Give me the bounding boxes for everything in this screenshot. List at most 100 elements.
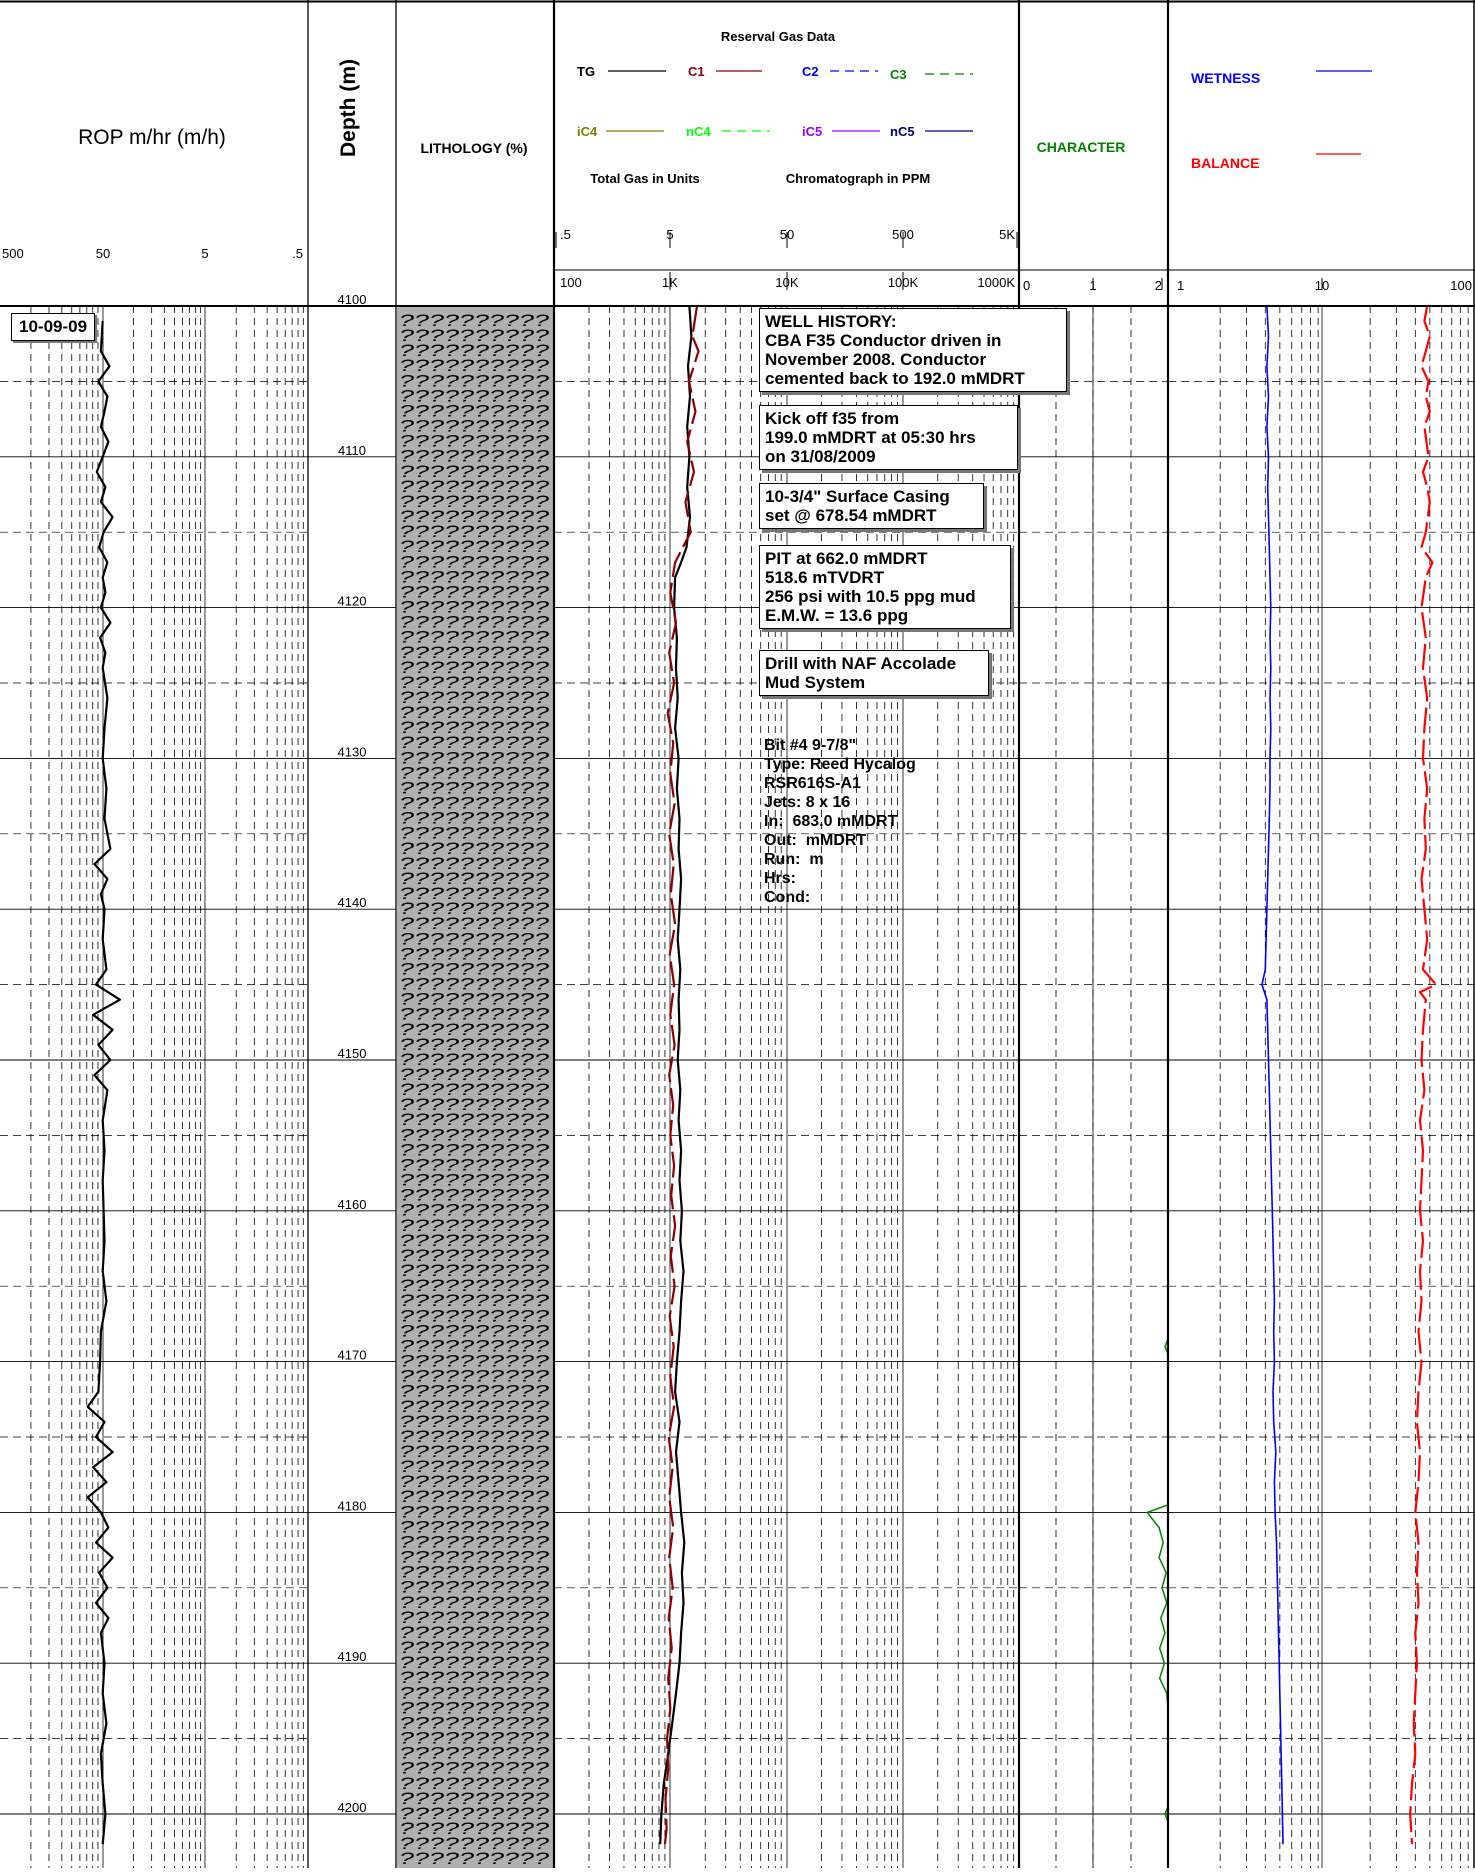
lithology-fill <box>397 306 554 1868</box>
lithology-symbol-row: ?????????? <box>399 507 550 526</box>
lithology-symbol-row: ?????????? <box>399 809 550 828</box>
character-scale-label: 0 <box>1023 278 1030 293</box>
note-pit: PIT at 662.0 mMDRT 518.6 mTVDRT 256 psi … <box>759 545 1011 629</box>
lithology-symbol-row: ?????????? <box>399 1578 550 1597</box>
depth-label-4160: 4160 <box>338 1197 367 1212</box>
tg-scale-label: 50 <box>780 227 794 242</box>
series-rop-m-hr-m-h- <box>86 321 122 1845</box>
depth-title: Depth (m) <box>337 59 360 157</box>
lithology-symbol-row: ?????????? <box>399 854 550 873</box>
depth-label-4180: 4180 <box>338 1498 367 1513</box>
legend-label-ic4: iC4 <box>577 124 598 139</box>
grid-layer: 4100 4110 4120 4130 4140 4150 4160 4170 4180 4190… <box>0 292 1475 1868</box>
lithology-symbol-row: ?????????? <box>399 1397 550 1416</box>
legend-label-nc4: nC4 <box>686 124 711 139</box>
lithology-symbol-row: ?????????? <box>399 1517 550 1536</box>
lithology-symbol-row: ?????????? <box>399 401 550 420</box>
depth-label-4200: 4200 <box>338 1800 367 1815</box>
lithology-symbol-row: ?????????? <box>399 326 550 345</box>
lithology-symbol-row: ?????????? <box>399 1246 550 1265</box>
tg-scale-label: 5K <box>999 227 1015 242</box>
lithology-symbol-row: ?????????? <box>399 492 550 511</box>
lithology-symbol-row: ?????????? <box>399 1065 550 1084</box>
lithology-symbol-row: ?????????? <box>399 884 550 903</box>
lithology-symbol-row: ?????????? <box>399 1442 550 1461</box>
rop-scale-label: 5 <box>201 246 208 261</box>
lithology-symbol-row: ?????????? <box>399 1427 550 1446</box>
lithology-symbol-row: ?????????? <box>399 567 550 586</box>
rop-scale-label: 50 <box>96 246 110 261</box>
lithology-symbol-row: ?????????? <box>399 371 550 390</box>
lithology-symbol-row: ?????????? <box>399 1532 550 1551</box>
lithology-symbol-row: ?????????? <box>399 824 550 843</box>
lithology-symbol-row: ?????????? <box>399 778 550 797</box>
lithology-symbol-row: ?????????? <box>399 1110 550 1129</box>
ppm-scale-label: 1000K <box>977 275 1015 290</box>
tg-scale-label: 500 <box>892 227 914 242</box>
lithology-symbol-row: ?????????? <box>399 1186 550 1205</box>
lithology-symbol-row: ?????????? <box>399 1201 550 1220</box>
lithology-symbol-row: ?????????? <box>399 1367 550 1386</box>
lithology-symbol-row: ?????????? <box>399 1487 550 1506</box>
lithology-symbol-row: ?????????? <box>399 1668 550 1687</box>
lithology-symbol-row: ?????????? <box>399 628 550 647</box>
lithology-symbol-row: ?????????? <box>399 914 550 933</box>
depth-label-4130: 4130 <box>338 744 367 759</box>
lithology-symbol-row: ?????????? <box>399 447 550 466</box>
lithology-symbol-row: ?????????? <box>399 1020 550 1039</box>
lithology-symbol-row: ?????????? <box>399 1683 550 1702</box>
ppm-scale-label: 100 <box>560 275 582 290</box>
series-character <box>1146 1338 1169 1822</box>
lithology-symbol-row: ?????????? <box>399 1412 550 1431</box>
lithology-symbol-row: ?????????? <box>399 763 550 782</box>
lithology-symbol-row: ?????????? <box>399 975 550 994</box>
lithology-symbol-row: ?????????? <box>399 1804 550 1823</box>
lithology-symbol-row: ?????????? <box>399 1155 550 1174</box>
depth-label-4140: 4140 <box>338 895 367 910</box>
lithology-symbol-row: ?????????? <box>399 1080 550 1099</box>
series-tg <box>659 305 693 1845</box>
lithology-symbol-row: ?????????? <box>399 794 550 813</box>
lithology-symbol-row: ?????????? <box>399 990 550 1009</box>
lithology-symbol-row: ?????????? <box>399 1789 550 1808</box>
lithology-symbol-row: ?????????? <box>399 1653 550 1672</box>
lithology-symbol-row: ?????????? <box>399 1774 550 1793</box>
lithology-symbol-row: ?????????? <box>399 643 550 662</box>
wb-scale-label: 1 <box>1177 278 1184 293</box>
lithology-symbol-row: ?????????? <box>399 1759 550 1778</box>
lithology-symbol-row: ?????????? <box>399 1261 550 1280</box>
lithology-symbol-row: ?????????? <box>399 1457 550 1476</box>
lithology-symbol-row: ?????????? <box>399 1231 550 1250</box>
lithology-symbol-row: ?????????? <box>399 1171 550 1190</box>
depth-label-4100: 4100 <box>338 292 367 307</box>
lithology-symbol-row: ?????????? <box>399 1713 550 1732</box>
lithology-symbol-row: ?????????? <box>399 1276 550 1295</box>
depth-label-4120: 4120 <box>338 594 367 609</box>
lithology-symbol-row: ?????????? <box>399 733 550 752</box>
lithology-symbol-row: ?????????? <box>399 1125 550 1144</box>
lithology-symbol-row: ?????????? <box>399 1623 550 1642</box>
ppm-scale-label: 10K <box>775 275 798 290</box>
lithology-symbol-row: ?????????? <box>399 944 550 963</box>
lithology-symbol-row: ?????????? <box>399 417 550 436</box>
legend-label-c2: C2 <box>802 64 819 79</box>
tg-scale-label: 5 <box>666 227 673 242</box>
character-scale-label: 2 <box>1155 278 1162 293</box>
series-balance <box>1409 305 1438 1845</box>
lithology-symbol-row: ?????????? <box>399 1306 550 1325</box>
rop-scale-label: 500 <box>2 246 24 261</box>
tg-scale-label: .5 <box>560 227 571 242</box>
lithology-symbol-row: ?????????? <box>399 537 550 556</box>
lithology-symbol-row: ?????????? <box>399 1548 550 1567</box>
lithology-symbol-row: ?????????? <box>399 718 550 737</box>
lithology-symbol-row: ?????????? <box>399 1472 550 1491</box>
depth-label-4190: 4190 <box>338 1649 367 1664</box>
lithology-symbol-row: ?????????? <box>399 1291 550 1310</box>
lithology-symbol-row: ?????????? <box>399 522 550 541</box>
wb-scale-label: 10 <box>1315 278 1329 293</box>
lithology-symbol-row: ?????????? <box>399 1849 550 1868</box>
lithology-symbol-row: ?????????? <box>399 1216 550 1235</box>
lithology-symbol-row: ?????????? <box>399 1729 550 1748</box>
lithology-symbol-row: ?????????? <box>399 959 550 978</box>
